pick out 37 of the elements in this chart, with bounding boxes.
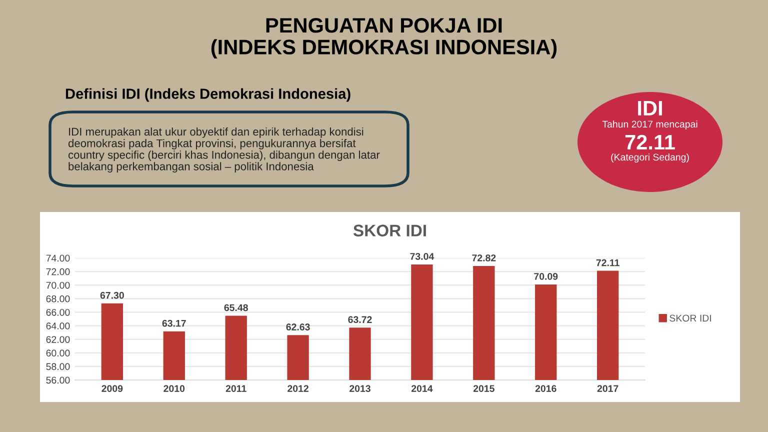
chart-title: SKOR IDI [353, 224, 426, 236]
y-tick-label: 64.00 [46, 322, 70, 330]
x-tick-label: 2012 [288, 385, 308, 392]
x-tick-label: 2017 [597, 385, 618, 392]
y-tick-label: 72.00 [46, 268, 70, 276]
data-label: 63.17 [162, 320, 186, 327]
legend-label: SKOR IDI [670, 314, 711, 322]
x-tick-label: 2015 [473, 385, 494, 392]
x-tick-label: 2009 [102, 385, 123, 392]
x-tick-label: 2011 [226, 385, 246, 392]
y-tick-label: 62.00 [46, 336, 70, 343]
y-tick-label: 70.00 [46, 282, 70, 289]
y-tick-label: 60.00 [46, 350, 70, 357]
text: Definisi IDI (Indeks Demokrasi Indonesia) [66, 88, 350, 102]
text: Tahun 2017 mencapai [602, 120, 698, 130]
text: 72.11 [625, 134, 675, 150]
y-tick-label: 58.00 [46, 363, 70, 370]
x-tick-label: 2014 [411, 385, 433, 392]
text: IDI [638, 101, 662, 116]
data-label: 65.48 [224, 304, 248, 312]
data-label: 70.09 [534, 272, 558, 280]
data-label: 73.04 [410, 252, 434, 260]
y-tick-label: 56.00 [46, 376, 70, 384]
y-tick-label: 66.00 [46, 308, 70, 316]
data-label: 63.72 [348, 316, 372, 324]
y-tick-label: 68.00 [46, 295, 70, 302]
text: IDI merupakan alat ukur obyektif dan epirik terhadap kondisi deomokrasi pada Tingkat provinsi, pengukurannya bersifat country specific (berciri khas Indonesia), dibangun dengan latar belakang perkembangan sosial – politik Indonesia [68, 127, 380, 173]
data-label: 62.63 [286, 324, 310, 330]
x-tick-label: 2013 [350, 385, 370, 392]
text: (Kategori Sedang) [611, 153, 689, 163]
data-label: 67.30 [100, 292, 124, 299]
x-tick-label: 2010 [164, 385, 185, 392]
y-tick-label: 74.00 [46, 254, 70, 262]
data-label: 72.11 [596, 259, 620, 266]
data-label: 72.82 [472, 254, 496, 262]
text: PENGUATAN POKJA IDI (INDEKS DEMOKRASI INDONESIA) [211, 18, 557, 59]
x-tick-label: 2016 [535, 385, 556, 392]
